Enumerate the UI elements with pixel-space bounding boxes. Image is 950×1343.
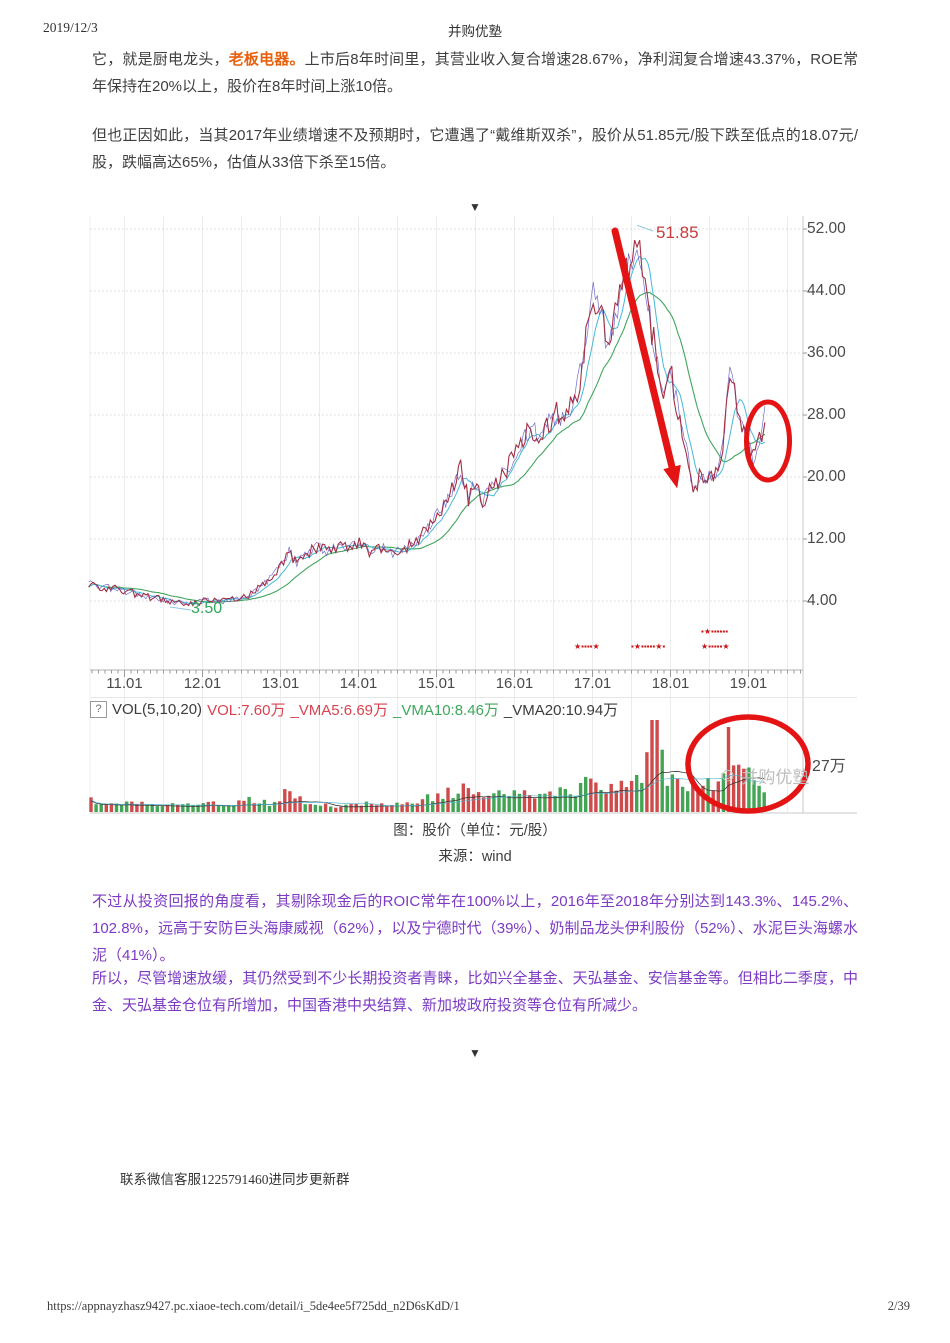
vma20-label: _VMA20:10.94万: [503, 702, 619, 719]
price-low-label: 3.50: [191, 600, 223, 617]
volume-value-label: VOL:7.60万: [207, 702, 286, 719]
price-peak-label: 51.85: [656, 223, 699, 242]
figure-caption: 图：股价（单位：元/股）: [393, 823, 557, 839]
x-axis-label: 14.01: [339, 675, 378, 692]
paragraph-text: 它，就是厨电龙头，: [92, 51, 229, 68]
y-axis-label: 4.00: [807, 592, 838, 609]
paragraph-davis-double-kill: 但也正因如此，当其2017年业绩增速不及预期时，它遭遇了“戴维斯双杀”，股价从5…: [92, 127, 858, 171]
red-marker-text: ▪★▪▪▪▪▪★▪: [631, 642, 666, 651]
header-site-title: 并购优塾: [448, 24, 502, 39]
x-axis-label: 17.01: [573, 675, 612, 692]
vma5-label: _VMA5:6.69万: [290, 702, 389, 719]
y-axis-label: 36.00: [807, 344, 846, 361]
red-marker-text: ★▪▪▪▪▪★: [701, 642, 730, 651]
y-axis-label: 12.00: [807, 530, 846, 547]
y-axis-label: 52.00: [807, 220, 846, 237]
triangle-down-icon: ▼: [469, 1046, 481, 1060]
figure-source: 来源：wind: [438, 849, 512, 865]
red-marker-text: ★▪▪▪▪★: [574, 642, 600, 651]
x-axis-label: 12.01: [183, 675, 222, 692]
watermark-logo-icon: ☺: [718, 765, 738, 786]
volume-axis-label: 27万: [812, 758, 846, 775]
x-axis-label: 13.01: [261, 675, 300, 692]
paragraph-roic: 不过从投资回报的角度看，其剔除现金后的ROIC常年在100%以上，2016年至2…: [92, 893, 858, 964]
contact-note: 联系微信客服1225791460进同步更新群: [120, 1172, 350, 1187]
paragraph-funds: 所以，尽管增速放缓，其仍然受到不少长期投资者青睐，比如兴全基金、天弘基金、安信基…: [92, 970, 858, 1014]
y-axis-label: 44.00: [807, 282, 846, 299]
x-axis-label: 11.01: [106, 675, 143, 692]
watermark-text: 并购优塾: [741, 768, 810, 787]
brand-highlight: 老板电器。: [228, 51, 305, 68]
footer-page-number: 2/39: [887, 1299, 910, 1313]
volume-indicator-label: VOL(5,10,20): [112, 701, 203, 718]
y-axis-label: 20.00: [807, 468, 846, 485]
x-axis-label: 15.01: [417, 675, 456, 692]
help-icon: ?: [90, 701, 107, 718]
footer-url: https://appnayzhasz9427.pc.xiaoe-tech.co…: [47, 1299, 460, 1313]
header-date: 2019/12/3: [43, 20, 98, 35]
y-axis-label: 28.00: [807, 406, 846, 423]
x-axis-label: 18.01: [651, 675, 690, 692]
volume-indicator-bar: ? VOL(5,10,20) VOL:7.60万 _VMA5:6.69万 _VMA1…: [90, 699, 618, 720]
red-marker-text: ▪★▪▪▪▪▪▪: [701, 627, 729, 636]
watermark: ☺ 并购优塾: [718, 763, 809, 788]
x-axis-label: 19.01: [729, 675, 768, 692]
vma10-label: _VMA10:8.46万: [393, 702, 499, 719]
paragraph-text: 上市后8年时间里，其营业收入复合增速28.67%，净利润复合增速43.37%，R…: [92, 51, 858, 95]
paragraph-intro: 它，就是厨电龙头，老板电器。上市后8年时间里，其营业收入复合增速28.67%，净…: [92, 46, 858, 100]
triangle-down-icon: ▼: [469, 200, 481, 214]
x-axis-label: 16.01: [495, 675, 534, 692]
